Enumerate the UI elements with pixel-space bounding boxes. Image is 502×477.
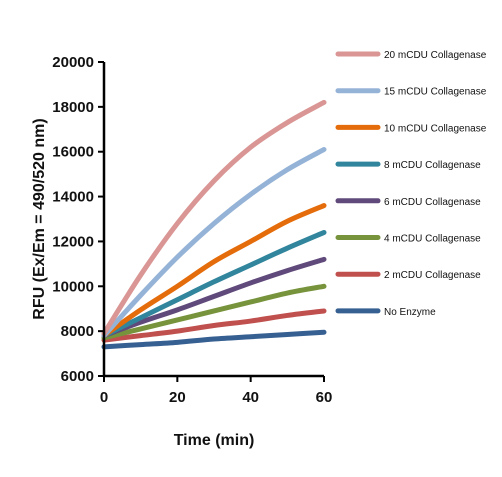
y-tick-label: 6000	[61, 368, 94, 385]
series-line-no-enzyme	[101, 329, 327, 350]
y-tick-label: 16000	[52, 144, 94, 161]
axes: 6000 8000 10000 12000 14000 16000 18000 20000 0 2…	[52, 54, 332, 406]
series-line-8-mcdu-collagenase	[101, 229, 327, 339]
legend-label-6-mcdu-collagenase: 6 mCDU Collagenase	[384, 197, 481, 208]
series-lines	[101, 99, 327, 350]
y-tick-label: 20000	[52, 54, 94, 71]
x-tick-label: 0	[100, 389, 108, 406]
x-tick-label: 60	[316, 389, 333, 406]
y-tick-label: 10000	[52, 278, 94, 295]
legend-label-20-mcdu-collagenase: 20 mCDU Collagenase	[384, 50, 487, 61]
legend-label-2-mcdu-collagenase: 2 mCDU Collagenase	[384, 270, 481, 281]
y-tick-label: 8000	[61, 323, 94, 340]
series-line-6-mcdu-collagenase	[101, 256, 327, 339]
legend-label-4-mcdu-collagenase: 4 mCDU Collagenase	[384, 234, 481, 245]
x-tick-label: 40	[242, 389, 259, 406]
legend-label-no-enzyme: No Enzyme	[384, 307, 436, 318]
x-tick-label: 20	[169, 389, 186, 406]
legend-label-10-mcdu-collagenase: 10 mCDU Collagenase	[384, 123, 487, 134]
series-line-20-mcdu-collagenase	[101, 99, 327, 336]
x-axis-title: Time (min)	[174, 432, 255, 449]
legend-label-15-mcdu-collagenase: 15 mCDU Collagenase	[384, 87, 487, 98]
y-tick-label: 12000	[52, 233, 94, 250]
legend: 20 mCDU Collagenase 15 mCDU Collagenase 10…	[335, 50, 487, 318]
legend-label-8-mcdu-collagenase: 8 mCDU Collagenase	[384, 160, 481, 171]
series-line-10-mcdu-collagenase	[101, 203, 327, 339]
y-tick-label: 14000	[52, 189, 94, 206]
y-tick-label: 18000	[52, 99, 94, 116]
series-line-15-mcdu-collagenase	[101, 146, 327, 339]
series-line-4-mcdu-collagenase	[101, 283, 327, 341]
y-axis-title: RFU (Ex/Em = 490/520 nm)	[31, 118, 48, 319]
series-line-2-mcdu-collagenase	[101, 308, 327, 343]
